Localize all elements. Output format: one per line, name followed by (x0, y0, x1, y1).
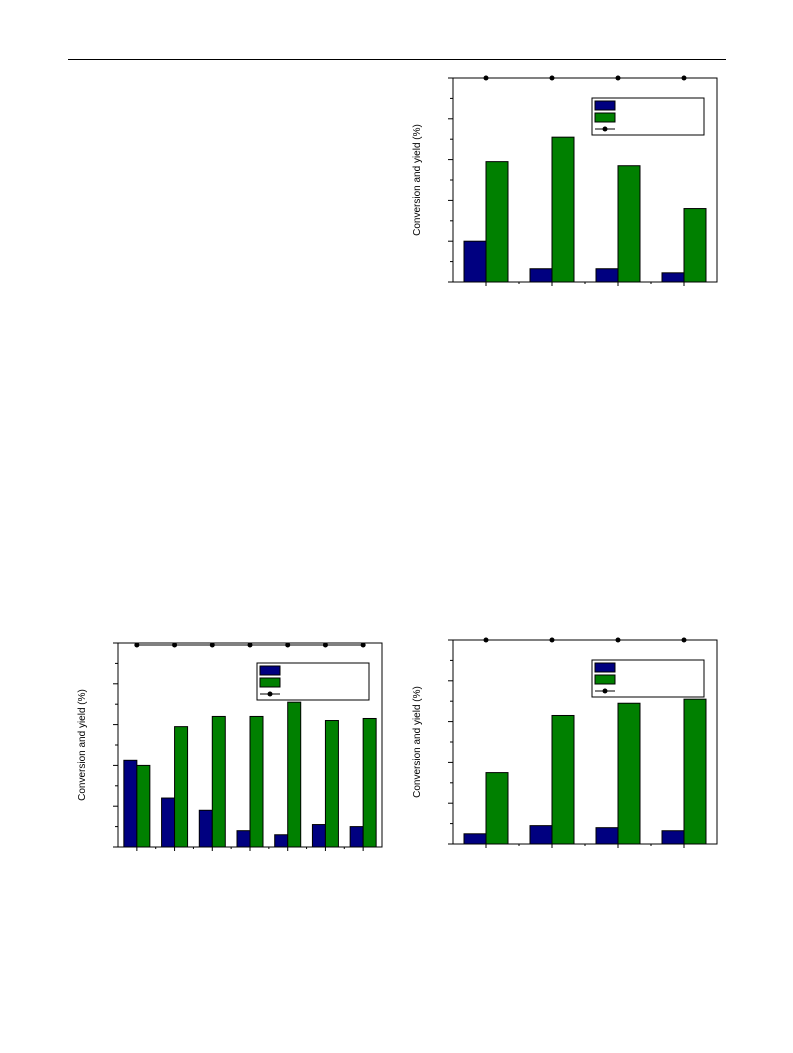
line-point (172, 642, 178, 648)
bar-green (287, 701, 302, 848)
bar-green (174, 726, 189, 848)
bar-blue (529, 268, 553, 283)
legend-line-marker (267, 691, 273, 697)
line-point (615, 637, 621, 643)
bar-green (249, 715, 264, 848)
line-point (615, 75, 621, 81)
bar-blue (274, 834, 289, 848)
bar-green (211, 715, 226, 848)
bar-chart-bottom-left: Conversion and yield (%) (77, 642, 383, 851)
legend-swatch-green (594, 112, 616, 123)
line-point (285, 642, 291, 648)
line-point (360, 642, 366, 648)
bar-blue (198, 809, 213, 848)
bar-blue (349, 826, 364, 848)
y-axis-label: Conversion and yield (%) (412, 124, 423, 236)
bar-green (324, 720, 339, 848)
legend-swatch-green (594, 674, 616, 685)
bar-blue (661, 272, 685, 283)
legend-line-marker (602, 688, 608, 694)
bar-blue (161, 797, 176, 848)
line-point (549, 75, 555, 81)
header-rule (68, 59, 726, 60)
line-point (681, 637, 687, 643)
bar-chart-top-right: Conversion and yield (%) (412, 75, 718, 286)
bar-green (683, 698, 707, 845)
bar-green (485, 772, 509, 845)
legend-swatch-blue (259, 665, 281, 676)
line-point (483, 75, 489, 81)
bar-green (551, 136, 575, 283)
bar-blue (595, 827, 619, 845)
y-axis-label: Conversion and yield (%) (412, 686, 423, 798)
bar-green (617, 165, 641, 283)
bar-green (136, 764, 151, 848)
bar-blue (529, 825, 553, 845)
y-axis-label: Conversion and yield (%) (77, 689, 88, 801)
line-point (209, 642, 215, 648)
bar-blue (661, 830, 685, 845)
bar-green (551, 714, 575, 845)
bar-blue (595, 268, 619, 283)
legend-line-marker (602, 126, 608, 132)
legend-swatch-green (259, 677, 281, 688)
line-point (549, 637, 555, 643)
bar-blue (123, 759, 138, 848)
bar-blue (463, 240, 487, 283)
bar-blue (463, 833, 487, 845)
line-point (247, 642, 253, 648)
bar-blue (236, 830, 251, 848)
bar-blue (311, 824, 326, 848)
line-point (483, 637, 489, 643)
line-point (681, 75, 687, 81)
bar-green (683, 208, 707, 283)
line-point (134, 642, 140, 648)
line-point (322, 642, 328, 648)
bar-green (362, 717, 377, 848)
bar-green (617, 702, 641, 845)
legend-swatch-blue (594, 100, 616, 111)
bar-green (485, 161, 509, 283)
bar-chart-bottom-right: Conversion and yield (%) (412, 637, 718, 848)
legend-swatch-blue (594, 662, 616, 673)
